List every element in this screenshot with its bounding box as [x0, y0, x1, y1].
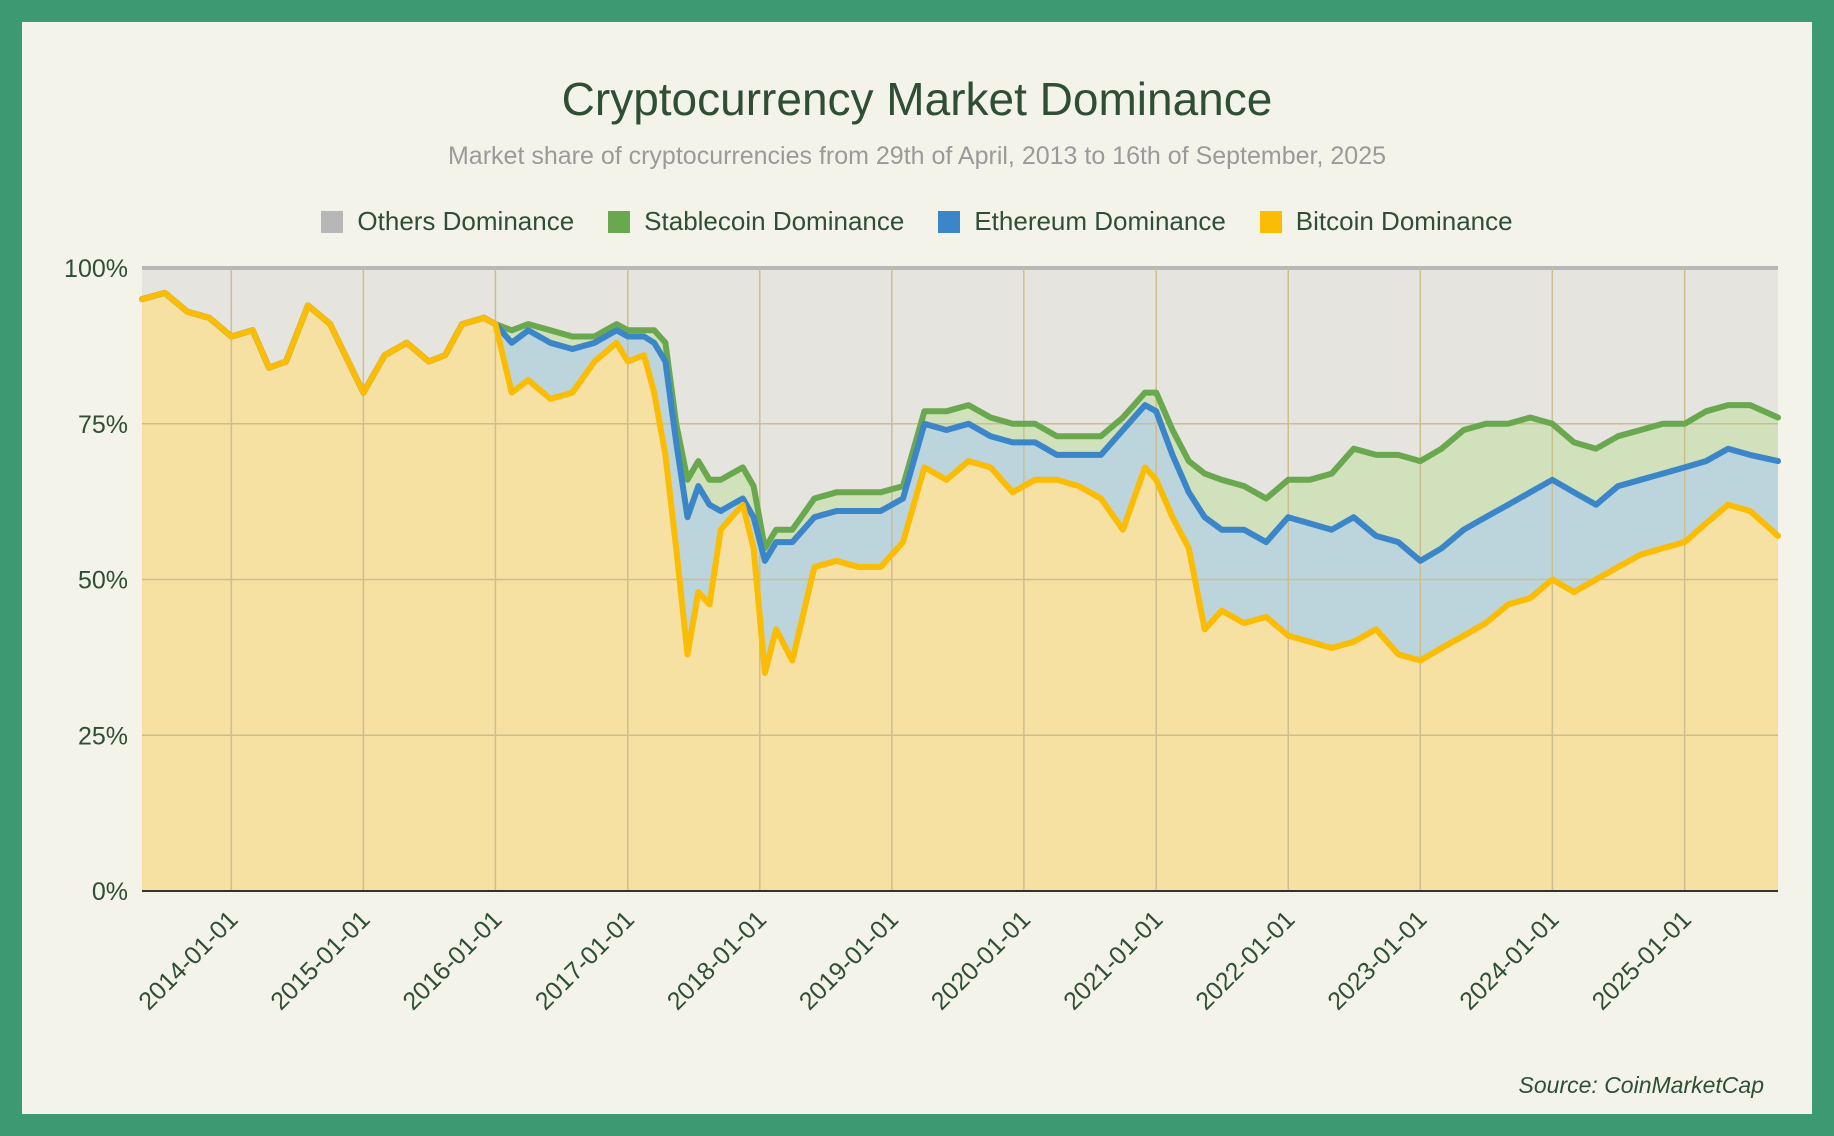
chart-title: Cryptocurrency Market Dominance — [561, 73, 1273, 125]
y-tick-label: 25% — [78, 722, 128, 750]
y-tick-label: 75% — [78, 411, 128, 439]
legend-label: Others Dominance — [357, 206, 575, 236]
legend-swatch — [1259, 210, 1282, 233]
legend-label: Bitcoin Dominance — [1295, 206, 1513, 236]
x-tick-label: 2023-01-01 — [1322, 905, 1432, 1015]
x-tick-label: 2018-01-01 — [662, 905, 772, 1015]
y-tick-label: 100% — [64, 255, 128, 283]
legend: Others Dominance Stablecoin Dominance Ethe… — [22, 206, 1812, 237]
x-tick-label: 2020-01-01 — [926, 905, 1036, 1015]
legend-swatch — [321, 210, 344, 233]
x-tick-label: 2024-01-01 — [1454, 905, 1564, 1015]
source-note: Source: CoinMarketCap — [1518, 1072, 1764, 1098]
legend-label: Ethereum Dominance — [974, 206, 1226, 236]
legend-swatch — [938, 210, 961, 233]
chart-subtitle: Market share of cryptocurrencies from 29… — [447, 142, 1386, 170]
legend-item: Others Dominance — [321, 206, 574, 237]
x-tick-label: 2019-01-01 — [794, 905, 904, 1015]
x-tick-label: 2022-01-01 — [1190, 905, 1300, 1015]
legend-item: Stablecoin Dominance — [608, 206, 904, 237]
x-tick-label: 2025-01-01 — [1587, 905, 1697, 1015]
x-tick-label: 2021-01-01 — [1058, 905, 1168, 1015]
line-bitcoin-dominance — [139, 289, 1781, 676]
x-tick-label: 2016-01-01 — [397, 905, 507, 1015]
legend-swatch — [608, 210, 631, 233]
area-bitcoin-dominance — [142, 292, 1778, 891]
y-tick-label: 50% — [78, 567, 128, 595]
x-tick-label: 2014-01-01 — [133, 905, 243, 1015]
x-tick-label: 2017-01-01 — [530, 905, 640, 1015]
y-tick-label: 0% — [92, 878, 128, 906]
x-tick-label: 2015-01-01 — [265, 905, 375, 1015]
legend-label: Stablecoin Dominance — [644, 206, 905, 236]
legend-item: Bitcoin Dominance — [1259, 206, 1513, 237]
legend-item: Ethereum Dominance — [938, 206, 1226, 237]
